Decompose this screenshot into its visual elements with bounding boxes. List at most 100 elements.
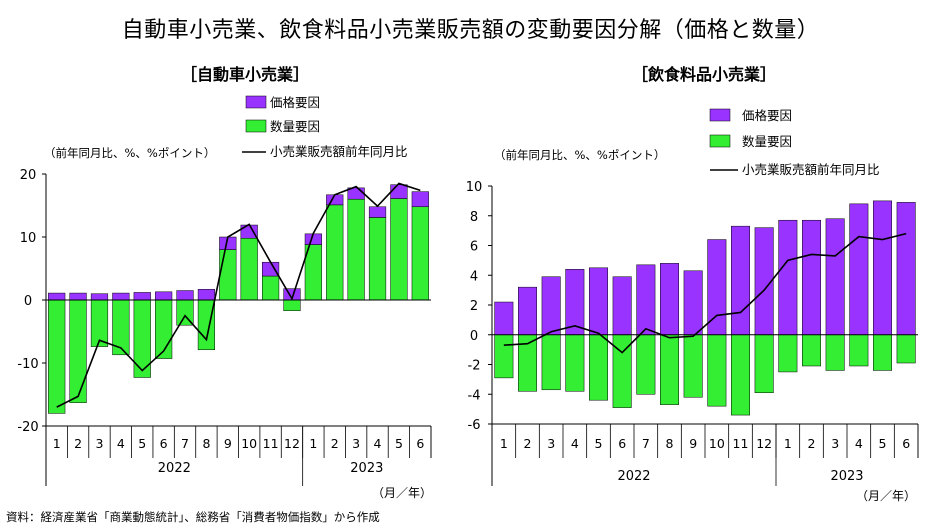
left-ytick-label-0: 20 bbox=[20, 168, 37, 183]
right-legend-price-label: 価格要因 bbox=[742, 108, 792, 123]
right-xtick-label-10: 11 bbox=[733, 436, 749, 451]
left-bar-volume-8 bbox=[219, 249, 237, 301]
left-xtick-label-3: 4 bbox=[117, 436, 125, 451]
left-chart-title: ［自動車小売業］ bbox=[181, 65, 309, 84]
right-bar-volume-2 bbox=[541, 334, 561, 391]
right-bar-price-6 bbox=[636, 264, 656, 335]
left-bar-price-10 bbox=[261, 261, 280, 277]
left-bar-volume-15 bbox=[368, 217, 387, 301]
right-ylabel: （前年同月比、%、%ポイント） bbox=[494, 148, 665, 162]
left-xtick-label-11: 12 bbox=[284, 436, 300, 451]
left-legend-price-label: 価格要因 bbox=[270, 95, 320, 110]
right-bar-volume-15 bbox=[849, 334, 869, 367]
right-xtick-label-14: 3 bbox=[831, 436, 839, 451]
left-bar-volume-16 bbox=[390, 198, 408, 301]
right-bar-price-8 bbox=[683, 270, 703, 336]
right-bar-price-14 bbox=[825, 218, 845, 336]
right-legend-volume-label: 数量要因 bbox=[742, 134, 792, 149]
right-legend-volume-swatch bbox=[709, 134, 731, 148]
right-bar-volume-0 bbox=[494, 334, 514, 379]
right-xtick-label-17: 6 bbox=[902, 436, 910, 451]
left-xtick-label-13: 2 bbox=[331, 436, 339, 451]
right-ytick-label-3: 4 bbox=[470, 269, 478, 284]
right-xtick-label-8: 9 bbox=[689, 436, 697, 451]
left-ytick-label-2: 0 bbox=[24, 294, 32, 309]
left-ytick-label-4: -20 bbox=[17, 420, 38, 435]
right-xtick-label-5: 6 bbox=[618, 436, 626, 451]
right-bar-price-5 bbox=[612, 276, 632, 335]
left-ytick-label-1: 10 bbox=[20, 231, 37, 246]
page-title: 自動車小売業、飲食料品小売業販売額の変動要因分解（価格と数量） bbox=[121, 18, 820, 43]
right-ytick-label-5: 0 bbox=[470, 329, 478, 344]
left-bar-price-4 bbox=[133, 292, 151, 301]
left-legend-price-swatch bbox=[245, 95, 267, 109]
right-ytick-label-0: 10 bbox=[466, 180, 483, 195]
left-xlabel: （月／年） bbox=[372, 486, 432, 500]
right-bar-price-13 bbox=[802, 219, 821, 335]
right-bar-volume-4 bbox=[589, 334, 608, 401]
left-bar-price-1 bbox=[69, 292, 87, 301]
left-bar-price-2 bbox=[90, 293, 109, 301]
right-ytick-label-4: 2 bbox=[470, 299, 478, 314]
left-xtick-label-14: 3 bbox=[352, 436, 360, 451]
left-bar-volume-11 bbox=[283, 299, 301, 311]
right-ytick-label-6: -2 bbox=[468, 359, 481, 374]
left-xtick-label-17: 6 bbox=[416, 436, 424, 451]
right-bar-price-1 bbox=[518, 286, 537, 335]
left-bar-price-7 bbox=[197, 289, 216, 301]
left-bar-price-3 bbox=[112, 292, 130, 301]
right-ytick-label-2: 6 bbox=[470, 240, 478, 255]
right-xlabel: （月／年） bbox=[856, 489, 916, 503]
right-chart-title: ［飲食料品小売業］ bbox=[632, 65, 776, 84]
right-year-label-0: 2022 bbox=[617, 469, 650, 484]
left-bar-volume-14 bbox=[347, 198, 365, 301]
right-bar-price-0 bbox=[494, 301, 514, 335]
right-ytick-label-8: -6 bbox=[468, 418, 481, 433]
left-bar-price-0 bbox=[48, 292, 66, 301]
left-year-label-0: 2022 bbox=[158, 461, 191, 476]
right-bar-price-7 bbox=[660, 263, 679, 336]
right-xtick-label-9: 10 bbox=[709, 436, 725, 451]
left-bar-price-17 bbox=[411, 191, 429, 208]
left-bar-price-16 bbox=[390, 184, 408, 199]
right-bar-price-15 bbox=[849, 203, 869, 335]
right-line-sales bbox=[503, 232, 907, 354]
right-xtick-label-2: 3 bbox=[547, 436, 555, 451]
right-xtick-label-3: 4 bbox=[571, 436, 579, 451]
left-legend-line-label: 小売業販売額前年同月比 bbox=[270, 144, 408, 159]
right-bar-volume-16 bbox=[873, 334, 892, 371]
right-xtick-label-1: 2 bbox=[524, 436, 532, 451]
right-xtick-label-4: 5 bbox=[595, 436, 603, 451]
left-bar-volume-10 bbox=[261, 275, 280, 301]
left-chart: ［自動車小売業］ （前年同月比、%、%ポイント） 価格要因数量要因小売業販売額前年同… bbox=[17, 65, 432, 500]
right-bar-volume-11 bbox=[754, 334, 774, 394]
right-bar-volume-6 bbox=[636, 334, 656, 395]
left-xtick-label-12: 1 bbox=[309, 436, 317, 451]
right-xtick-label-15: 4 bbox=[855, 436, 863, 451]
right-bar-price-4 bbox=[589, 267, 608, 335]
right-bar-volume-14 bbox=[825, 334, 845, 371]
left-bar-price-6 bbox=[176, 290, 194, 301]
left-ylabel: （前年同月比、%、%ポイント） bbox=[44, 146, 215, 160]
left-legend-volume-label: 数量要因 bbox=[270, 119, 320, 134]
right-xtick-label-16: 5 bbox=[879, 436, 887, 451]
left-bar-price-15 bbox=[368, 206, 387, 218]
right-xtick-label-12: 1 bbox=[784, 436, 792, 451]
left-xtick-label-1: 2 bbox=[74, 436, 82, 451]
right-bar-volume-10 bbox=[731, 334, 750, 416]
left-xtick-label-5: 6 bbox=[160, 436, 168, 451]
right-legend-price-swatch bbox=[709, 108, 731, 122]
right-legend-line-label: 小売業販売額前年同月比 bbox=[742, 162, 880, 177]
left-xtick-label-4: 5 bbox=[138, 436, 146, 451]
right-xtick-label-0: 1 bbox=[500, 436, 508, 451]
right-bar-price-17 bbox=[896, 202, 916, 335]
left-bar-volume-9 bbox=[240, 238, 258, 301]
left-xtick-label-6: 7 bbox=[181, 436, 189, 451]
right-xtick-label-6: 7 bbox=[642, 436, 650, 451]
right-ytick-label-1: 8 bbox=[470, 210, 478, 225]
left-xtick-label-15: 4 bbox=[374, 436, 382, 451]
right-bar-volume-7 bbox=[660, 334, 679, 405]
left-xtick-label-7: 8 bbox=[202, 436, 210, 451]
left-xtick-label-9: 10 bbox=[241, 436, 257, 451]
